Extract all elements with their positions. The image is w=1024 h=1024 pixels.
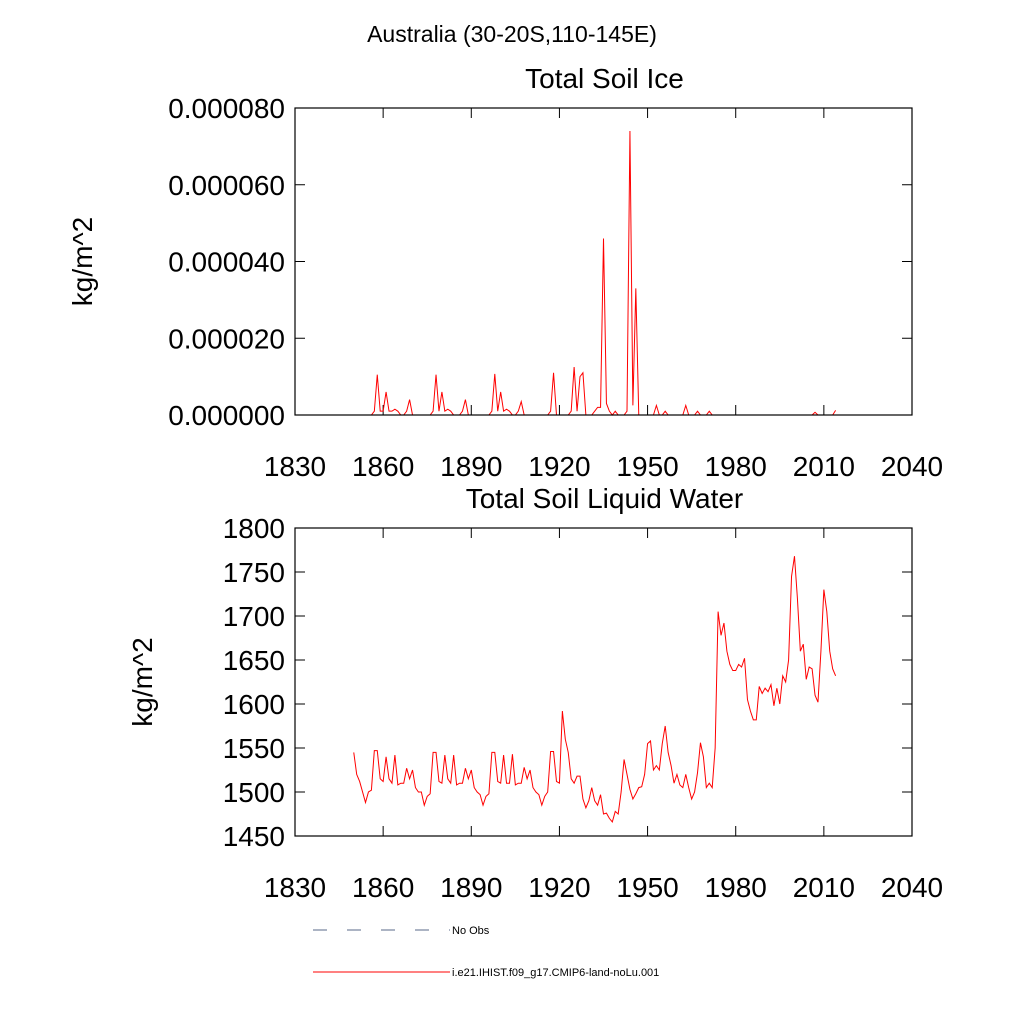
y-axis-label: kg/m^2 <box>127 637 158 726</box>
x-tick-label: 1980 <box>705 872 767 903</box>
x-tick-label: 2040 <box>881 872 943 903</box>
x-tick-label: 1860 <box>352 872 414 903</box>
y-tick-label: 1500 <box>223 777 285 808</box>
x-tick-label: 2040 <box>881 451 943 482</box>
x-tick-label: 1950 <box>616 872 678 903</box>
legend-label: No Obs <box>452 925 490 937</box>
y-tick-label: 0.000080 <box>168 93 285 124</box>
x-tick-label: 1920 <box>528 451 590 482</box>
y-tick-label: 0.000040 <box>168 247 285 278</box>
x-tick-label: 1920 <box>528 872 590 903</box>
y-tick-label: 0.000020 <box>168 323 285 354</box>
x-tick-label: 2010 <box>793 872 855 903</box>
legend-label: i.e21.IHIST.f09_g17.CMIP6-land-noLu.001 <box>452 967 659 979</box>
plot-frame <box>294 107 913 416</box>
chart-title: Total Soil Liquid Water <box>466 483 744 514</box>
y-tick-label: 1450 <box>223 821 285 852</box>
x-tick-label: 1830 <box>264 451 326 482</box>
x-tick-label: 1890 <box>440 451 502 482</box>
figure-title: Australia (30-20S,110-145E) <box>367 21 657 47</box>
y-axis-label: kg/m^2 <box>67 217 98 306</box>
plot-frame <box>294 527 913 837</box>
x-tick-label: 1950 <box>616 451 678 482</box>
data-line <box>353 556 837 823</box>
y-tick-label: 1550 <box>223 733 285 764</box>
chart-title: Total Soil Ice <box>525 63 684 94</box>
x-tick-label: 1860 <box>352 451 414 482</box>
y-tick-label: 1800 <box>223 513 285 544</box>
y-tick-label: 1650 <box>223 645 285 676</box>
x-tick-label: 2010 <box>793 451 855 482</box>
y-tick-label: 1600 <box>223 689 285 720</box>
x-tick-label: 1890 <box>440 872 502 903</box>
x-tick-label: 1830 <box>264 872 326 903</box>
y-tick-label: 1700 <box>223 601 285 632</box>
x-tick-label: 1980 <box>705 451 767 482</box>
y-tick-label: 1750 <box>223 557 285 588</box>
y-tick-label: 0.000060 <box>168 170 285 201</box>
y-tick-label: 0.000000 <box>168 400 285 431</box>
